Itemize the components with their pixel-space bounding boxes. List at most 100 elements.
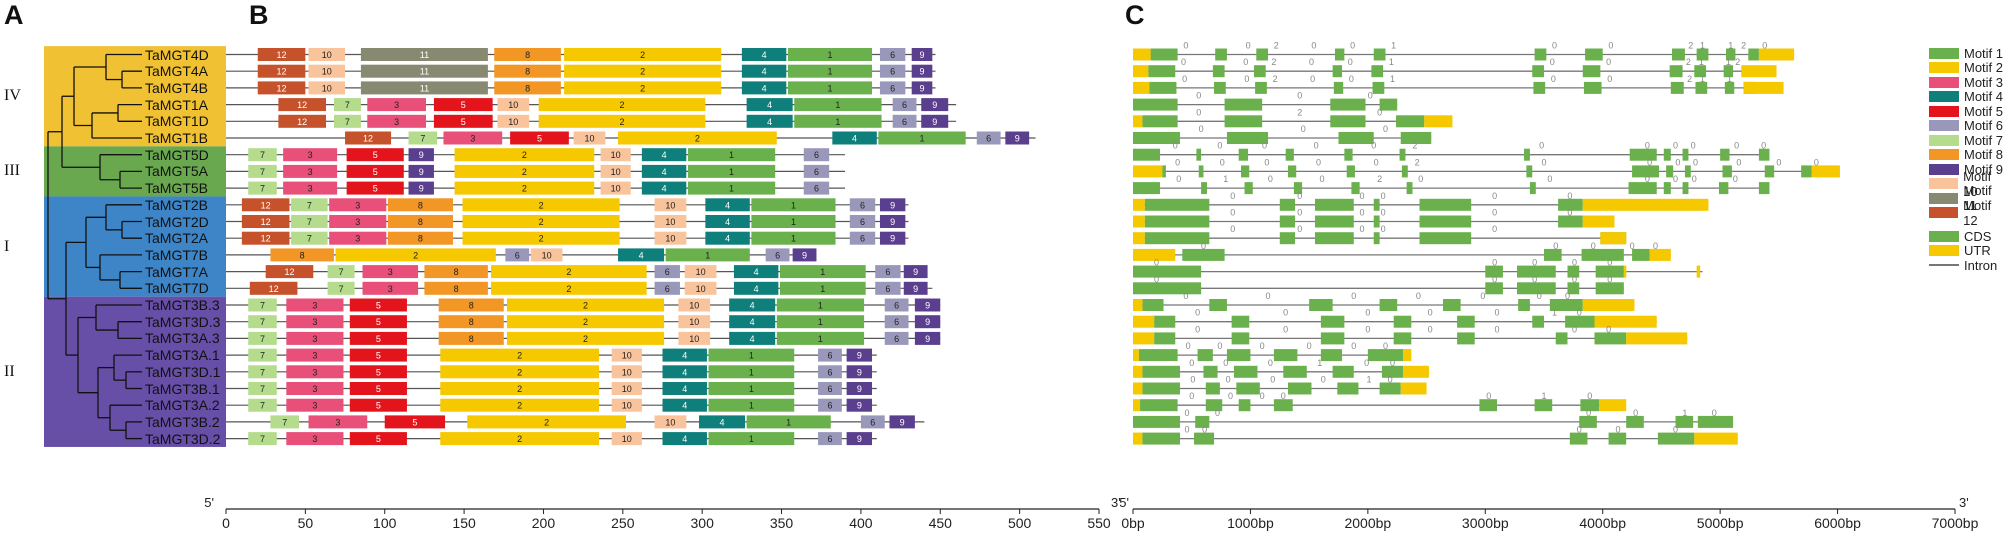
- cds-segment: [1565, 315, 1595, 328]
- motif-number-label: 10: [584, 134, 594, 144]
- motif-10-box: [600, 164, 631, 178]
- cds-segment: [1140, 399, 1178, 412]
- motif-11-box: [360, 81, 488, 95]
- cds-segment: [1724, 81, 1735, 94]
- motif-number-label: 6: [860, 217, 865, 227]
- utr-segment: [1133, 399, 1141, 412]
- legend-swatch: [1929, 230, 1959, 242]
- cds-segment: [1315, 198, 1354, 211]
- legend-label: Motif 8: [1964, 147, 2004, 162]
- motif-10-box: [611, 398, 642, 412]
- gene-label: TaMGT7B: [145, 246, 209, 263]
- intron-phase-label: 1: [1552, 308, 1557, 318]
- motif-number-label: 4: [767, 117, 772, 127]
- motif-12-box: [278, 98, 326, 112]
- motif-number-label: 2: [517, 384, 522, 394]
- motif-number-label: 3: [470, 134, 475, 144]
- motif-4-box: [641, 181, 687, 195]
- intron-phase-label: 1: [1541, 391, 1546, 401]
- intron-phase-label: 2: [1377, 174, 1382, 184]
- motif-axis-3prime: 3': [1111, 495, 1120, 510]
- motif-number-label: 10: [322, 83, 332, 93]
- motif-number-label: 4: [682, 367, 687, 377]
- motif-9-box: [903, 281, 928, 295]
- intron-phase-label: 0: [1606, 57, 1611, 67]
- motif-3-box: [286, 398, 344, 412]
- motif-number-label: 1: [791, 234, 796, 244]
- intron-phase-label: 0: [1541, 157, 1546, 167]
- motif-8-box: [424, 265, 488, 279]
- cds-segment: [1279, 232, 1296, 245]
- intron-phase-label: 0: [1567, 208, 1572, 218]
- intron-phase-label: 0: [1228, 391, 1233, 401]
- legend-label: Motif 11: [1963, 183, 1992, 213]
- motif-number-label: 12: [297, 100, 307, 110]
- motif-number-label: 6: [902, 117, 907, 127]
- intron-phase-label: 2: [1735, 57, 1740, 67]
- gene-label: TaMGT7A: [145, 263, 209, 280]
- cds-segment: [1726, 48, 1736, 61]
- motif-number-label: 4: [762, 50, 767, 60]
- motif-number-label: 5: [461, 117, 466, 127]
- motif-number-label: 3: [312, 317, 317, 327]
- motif-number-label: 9: [857, 367, 862, 377]
- motif-number-label: 7: [307, 234, 312, 244]
- motif-number-label: 1: [827, 67, 832, 77]
- motif-number-label: 3: [394, 117, 399, 127]
- cds-segment: [1684, 165, 1691, 178]
- intron-phase-label: 1: [1700, 74, 1705, 84]
- class-band-2: [44, 196, 226, 297]
- motif-number-label: 4: [639, 250, 644, 260]
- legend-label: Motif 10: [1963, 168, 1992, 199]
- intron-phase-label: 0: [1630, 241, 1635, 251]
- cds-segment: [1669, 65, 1683, 78]
- motif-3-box: [308, 415, 368, 429]
- motif-8-box: [494, 64, 561, 78]
- motif-number-label: 2: [539, 200, 544, 210]
- motif-7-box: [248, 298, 277, 312]
- legend-label: Motif 9: [1964, 161, 2004, 177]
- legend-item-motif: Motif 6: [1929, 118, 2003, 133]
- motif-number-label: 12: [269, 284, 279, 294]
- gene-label: TaMGT2A: [145, 230, 209, 247]
- intron-phase-label: 0: [1189, 358, 1194, 368]
- cds-segment: [1419, 232, 1472, 245]
- cds-segment: [1224, 98, 1263, 111]
- motif-9-box: [846, 348, 873, 362]
- motif-4-box: [729, 298, 776, 312]
- motif-3-box: [286, 432, 344, 446]
- cds-segment: [1238, 399, 1251, 412]
- cds-segment: [1231, 315, 1250, 328]
- intron-phase-label: 0: [1762, 41, 1767, 51]
- motif-number-label: 3: [308, 167, 313, 177]
- intron-phase-label: 0: [1365, 308, 1370, 318]
- motif-2-box: [564, 64, 722, 78]
- motif-number-label: 7: [260, 167, 265, 177]
- motif-2-box: [506, 298, 665, 312]
- motif-1-box: [687, 181, 776, 195]
- utr-segment: [1133, 432, 1143, 445]
- motif-number-label: 6: [814, 150, 819, 160]
- utr-segment: [1133, 81, 1150, 94]
- motif-7-box: [248, 181, 277, 195]
- motif-number-label: 1: [786, 417, 791, 427]
- legend-item-motif: Motif 9: [1929, 161, 2004, 177]
- intron-phase-label: 0: [1202, 425, 1207, 435]
- motif-number-label: 2: [640, 50, 645, 60]
- motif-number-label: 6: [827, 434, 832, 444]
- motif-number-label: 1: [920, 134, 925, 144]
- gene-label: TaMGT5D: [145, 146, 209, 163]
- intron-phase-label: 0: [1390, 358, 1395, 368]
- utr-segment: [1133, 349, 1139, 362]
- intron-phase-label: 0: [1268, 174, 1273, 184]
- cds-segment: [1379, 98, 1398, 111]
- motif-axis-tick-label: 400: [849, 515, 873, 531]
- cds-segment: [1133, 148, 1161, 161]
- motif-10-box: [497, 114, 530, 128]
- motif-2-box: [335, 248, 496, 262]
- motif-number-label: 8: [469, 301, 474, 311]
- motif-2-box: [506, 331, 665, 345]
- intron-phase-label: 0: [1154, 274, 1159, 284]
